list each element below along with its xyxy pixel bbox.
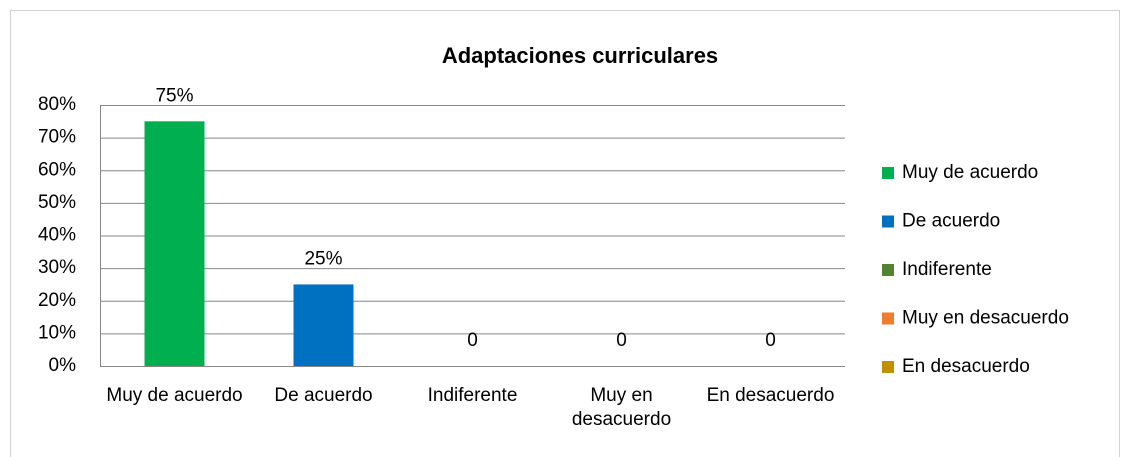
x-tick-label: De acuerdo xyxy=(274,385,373,406)
legend-swatch xyxy=(882,167,894,179)
x-tick-label-box: Muy en desacuerdo xyxy=(571,385,672,430)
y-tick-label: 30% xyxy=(38,257,76,278)
bar xyxy=(293,284,354,366)
chart-title: Adaptaciones curriculares xyxy=(442,43,718,68)
legend-label: Indiferente xyxy=(902,259,992,280)
x-tick-label: Muy en desacuerdo xyxy=(571,385,672,430)
x-tick-label-box: En desacuerdo xyxy=(706,385,835,406)
legend-label: De acuerdo xyxy=(902,211,1000,232)
y-tick-label: 60% xyxy=(38,159,76,180)
bar xyxy=(144,121,205,366)
y-tick-label: 70% xyxy=(38,127,76,148)
y-tick-label: 20% xyxy=(38,290,76,311)
y-tick-label: 80% xyxy=(38,94,76,115)
x-tick-label-box: Muy de acuerdo xyxy=(106,385,243,406)
data-label: 0 xyxy=(616,330,627,351)
data-label: 75% xyxy=(155,85,193,106)
x-tick-label-box: Indiferente xyxy=(427,385,518,406)
legend-swatch xyxy=(882,264,894,276)
chart-border xyxy=(10,10,1120,457)
x-tick-label: En desacuerdo xyxy=(706,385,835,406)
legend-swatch xyxy=(882,215,894,228)
legend-swatch xyxy=(882,361,894,373)
y-tick-label: 40% xyxy=(38,225,76,246)
data-label: 0 xyxy=(765,330,776,351)
x-tick-label: Muy de acuerdo xyxy=(106,385,243,406)
x-tick-label: Indiferente xyxy=(427,385,518,406)
y-tick-label: 0% xyxy=(49,355,77,376)
x-tick-label-box: De acuerdo xyxy=(274,385,373,406)
legend-swatch xyxy=(882,312,894,325)
legend-label: Muy de acuerdo xyxy=(902,162,1038,183)
data-label: 25% xyxy=(304,248,342,269)
legend-label: Muy en desacuerdo xyxy=(902,308,1069,329)
y-tick-label: 10% xyxy=(38,322,76,343)
y-tick-label: 50% xyxy=(38,192,76,213)
legend-label: En desacuerdo xyxy=(902,356,1030,377)
data-label: 0 xyxy=(467,330,478,351)
